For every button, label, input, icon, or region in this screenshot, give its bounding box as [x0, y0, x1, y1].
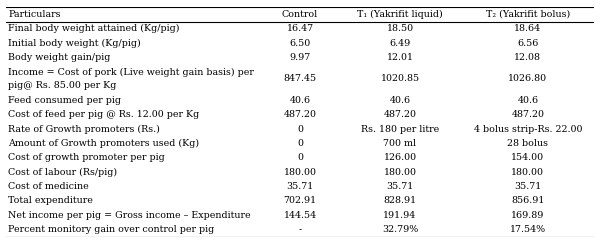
Text: Amount of Growth promoters used (Kg): Amount of Growth promoters used (Kg) [8, 139, 199, 148]
Text: 154.00: 154.00 [511, 153, 544, 162]
Text: Initial body weight (Kg/pig): Initial body weight (Kg/pig) [8, 39, 141, 48]
Text: T₂ (Yakrifit bolus): T₂ (Yakrifit bolus) [486, 10, 570, 19]
Text: 32.79%: 32.79% [382, 225, 418, 234]
Text: 40.6: 40.6 [389, 96, 410, 105]
Text: 6.56: 6.56 [517, 39, 539, 48]
Text: 702.91: 702.91 [283, 196, 317, 205]
Text: 6.50: 6.50 [289, 39, 311, 48]
Text: Cost of labour (Rs/pig): Cost of labour (Rs/pig) [8, 168, 118, 177]
Text: Rate of Growth promoters (Rs.): Rate of Growth promoters (Rs.) [8, 125, 160, 134]
Text: Particulars: Particulars [8, 10, 61, 19]
Text: 16.47: 16.47 [286, 24, 314, 33]
Text: 700 ml: 700 ml [383, 139, 416, 148]
Text: 847.45: 847.45 [283, 74, 317, 83]
Text: -: - [298, 225, 302, 234]
Text: 1026.80: 1026.80 [508, 74, 547, 83]
Text: Control: Control [282, 10, 318, 19]
Text: 828.91: 828.91 [383, 196, 416, 205]
Text: 126.00: 126.00 [383, 153, 416, 162]
Text: 487.20: 487.20 [511, 110, 544, 119]
Text: 6.49: 6.49 [389, 39, 410, 48]
Text: 856.91: 856.91 [511, 196, 545, 205]
Text: Cost of feed per pig @ Rs. 12.00 per Kg: Cost of feed per pig @ Rs. 12.00 per Kg [8, 110, 200, 119]
Text: 35.71: 35.71 [514, 182, 541, 191]
Text: T₁ (Yakrifit liquid): T₁ (Yakrifit liquid) [357, 10, 443, 19]
Text: 144.54: 144.54 [283, 211, 317, 220]
Text: Total expenditure: Total expenditure [8, 196, 93, 205]
Text: 1020.85: 1020.85 [380, 74, 419, 83]
Text: pig@ Rs. 85.00 per Kg: pig@ Rs. 85.00 per Kg [8, 81, 117, 90]
Text: Cost of growth promoter per pig: Cost of growth promoter per pig [8, 153, 165, 162]
Text: 0: 0 [297, 139, 303, 148]
Text: 12.08: 12.08 [514, 53, 541, 62]
Text: 9.97: 9.97 [289, 53, 311, 62]
Text: 0: 0 [297, 125, 303, 134]
Text: 4 bolus strip-Rs. 22.00: 4 bolus strip-Rs. 22.00 [473, 125, 582, 134]
Text: Cost of medicine: Cost of medicine [8, 182, 89, 191]
Text: Body weight gain/pig: Body weight gain/pig [8, 53, 111, 62]
Text: 12.01: 12.01 [386, 53, 413, 62]
Text: 18.50: 18.50 [386, 24, 413, 33]
Text: 28 bolus: 28 bolus [508, 139, 548, 148]
Text: 35.71: 35.71 [386, 182, 413, 191]
Text: 169.89: 169.89 [511, 211, 545, 220]
Text: 191.94: 191.94 [383, 211, 416, 220]
Text: Feed consumed per pig: Feed consumed per pig [8, 96, 121, 105]
Text: 180.00: 180.00 [284, 168, 317, 177]
Text: Net income per pig = Gross income – Expenditure: Net income per pig = Gross income – Expe… [8, 211, 251, 220]
Text: 0: 0 [297, 153, 303, 162]
Text: 18.64: 18.64 [514, 24, 541, 33]
Text: 487.20: 487.20 [284, 110, 317, 119]
Text: 35.71: 35.71 [286, 182, 314, 191]
Text: 17.54%: 17.54% [510, 225, 546, 234]
Text: 180.00: 180.00 [383, 168, 416, 177]
Text: Final body weight attained (Kg/pig): Final body weight attained (Kg/pig) [8, 24, 180, 33]
Text: 487.20: 487.20 [383, 110, 416, 119]
Text: Income = Cost of pork (Live weight gain basis) per: Income = Cost of pork (Live weight gain … [8, 68, 254, 77]
Text: Percent monitory gain over control per pig: Percent monitory gain over control per p… [8, 225, 215, 234]
Text: 40.6: 40.6 [517, 96, 538, 105]
Text: Rs. 180 per litre: Rs. 180 per litre [361, 125, 439, 134]
Text: 180.00: 180.00 [511, 168, 544, 177]
Text: 40.6: 40.6 [289, 96, 311, 105]
